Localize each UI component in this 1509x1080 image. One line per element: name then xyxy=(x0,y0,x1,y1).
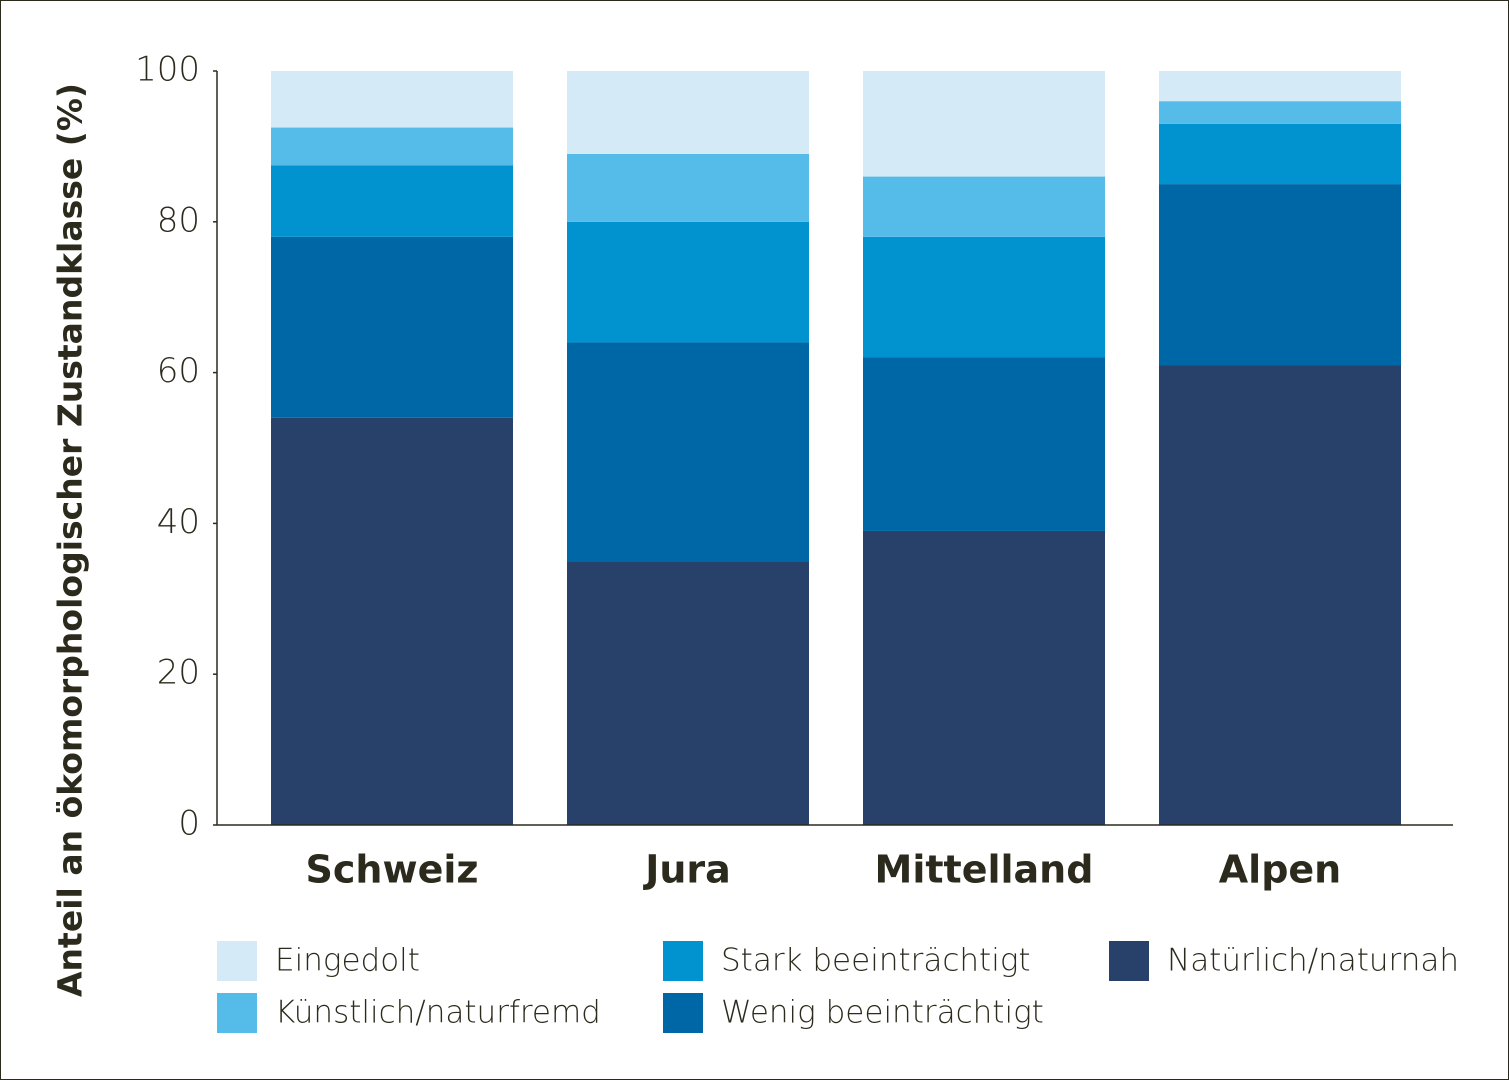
y-axis-label: Anteil an ökomorphologischer Zustandklas… xyxy=(51,83,90,997)
bar-segment xyxy=(863,71,1105,177)
legend-label: Stark beeinträchtigt xyxy=(721,943,1031,979)
legend-swatch xyxy=(663,941,703,981)
bar-segment xyxy=(271,165,513,237)
y-tick-label: 60 xyxy=(157,351,200,391)
x-tick-label: Schweiz xyxy=(306,848,479,892)
bar-segment xyxy=(1159,123,1401,185)
bar-segment xyxy=(271,236,513,418)
bar-segment xyxy=(1159,71,1401,102)
x-tick-label: Jura xyxy=(642,848,731,892)
y-tick-label: 40 xyxy=(157,502,200,542)
bar-segment xyxy=(567,71,809,154)
y-tick-label: 100 xyxy=(135,50,200,90)
x-tick-label: Alpen xyxy=(1219,848,1341,892)
bar-segment xyxy=(1159,365,1401,825)
bar-segment xyxy=(567,342,809,562)
legend-label: Natürlich/naturnah xyxy=(1167,943,1459,979)
bar-segment xyxy=(271,71,513,128)
bar-segment xyxy=(863,530,1105,825)
legend-label: Künstlich/naturfremd xyxy=(275,995,601,1031)
bar-segment xyxy=(271,127,513,166)
legend-swatch xyxy=(217,993,257,1033)
bar-segment xyxy=(567,221,809,343)
bar-segment xyxy=(1159,101,1401,124)
legend-swatch xyxy=(663,993,703,1033)
x-tick-label: Mittelland xyxy=(875,848,1094,892)
bar-segment xyxy=(863,357,1105,531)
y-tick-label: 0 xyxy=(178,804,200,844)
bar-segment xyxy=(863,236,1105,358)
legend-label: Eingedolt xyxy=(275,943,420,979)
bar-segment xyxy=(567,153,809,222)
legend-label: Wenig beeinträchtigt xyxy=(721,995,1044,1031)
legend-swatch xyxy=(1109,941,1149,981)
y-tick-label: 80 xyxy=(157,200,200,240)
bar-segment xyxy=(567,561,809,825)
legend-swatch xyxy=(217,941,257,981)
y-tick-label: 20 xyxy=(157,653,200,693)
bar-segment xyxy=(271,417,513,825)
bar-segment xyxy=(1159,184,1401,366)
bar-segment xyxy=(863,176,1105,237)
